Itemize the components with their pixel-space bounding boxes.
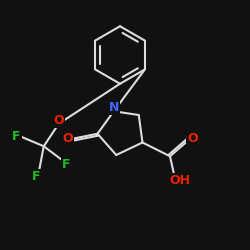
Text: F: F bbox=[32, 170, 40, 183]
Text: F: F bbox=[62, 158, 70, 171]
Text: O: O bbox=[187, 132, 198, 145]
Text: F: F bbox=[12, 130, 20, 143]
Text: OH: OH bbox=[169, 174, 190, 187]
Text: O: O bbox=[54, 114, 64, 126]
Text: N: N bbox=[108, 101, 119, 114]
Text: O: O bbox=[63, 132, 73, 145]
